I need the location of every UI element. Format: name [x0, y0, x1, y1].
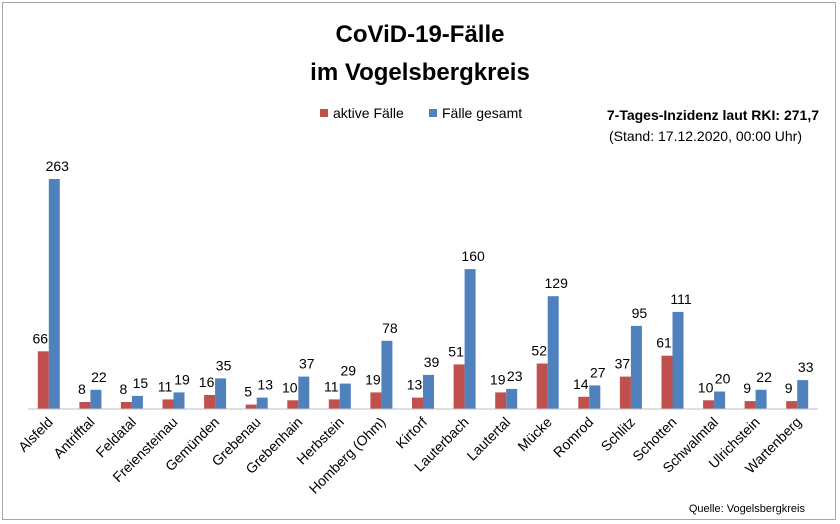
value-label-gesamt-5: 13 — [257, 377, 273, 393]
value-label-aktive-7: 11 — [324, 378, 339, 394]
bar-gesamt-7 — [339, 383, 351, 409]
bar-gesamt-5 — [256, 397, 268, 409]
bar-gesamt-9 — [423, 374, 434, 409]
value-label-gesamt-17: 22 — [756, 369, 772, 385]
value-label-aktive-8: 19 — [365, 371, 381, 387]
value-label-gesamt-13: 27 — [590, 364, 606, 380]
bar-aktive-0 — [37, 351, 49, 409]
value-label-aktive-1: 8 — [78, 381, 86, 397]
value-label-aktive-10: 51 — [448, 343, 464, 359]
value-label-aktive-5: 5 — [244, 384, 252, 400]
value-label-aktive-17: 9 — [743, 380, 751, 396]
value-label-aktive-16: 10 — [698, 379, 714, 395]
bar-aktive-6 — [287, 400, 299, 409]
bar-aktive-2 — [120, 402, 132, 409]
category-label-13: Romrod — [550, 414, 597, 461]
bar-gesamt-14 — [630, 325, 642, 409]
value-label-gesamt-11: 23 — [507, 368, 523, 384]
value-label-aktive-6: 10 — [282, 379, 298, 395]
category-labels-group: AlsfeldAntrifftalFeldatalFreiensteinauGe… — [15, 414, 804, 497]
bar-aktive-13 — [578, 396, 590, 409]
value-label-gesamt-8: 78 — [382, 320, 398, 336]
value-label-gesamt-9: 39 — [424, 354, 440, 370]
category-label-11: Lautertal — [463, 414, 513, 464]
value-label-aktive-14: 37 — [615, 356, 631, 372]
legend-label-gesamt: Fälle gesamt — [442, 105, 522, 121]
category-label-12: Mücke — [514, 414, 555, 455]
value-label-gesamt-15: 111 — [670, 291, 691, 307]
bar-gesamt-12 — [547, 296, 559, 409]
bar-aktive-15 — [661, 355, 673, 409]
value-label-gesamt-14: 95 — [632, 305, 648, 321]
bar-gesamt-8 — [381, 340, 393, 409]
value-label-gesamt-10: 160 — [461, 248, 485, 264]
category-label-8: Homberg (Ohm) — [306, 414, 389, 497]
bar-aktive-14 — [619, 376, 631, 409]
category-label-9: Kirtorf — [392, 414, 430, 452]
bar-aktive-8 — [370, 392, 382, 409]
bar-gesamt-1 — [90, 389, 102, 409]
bar-gesamt-17 — [755, 389, 767, 409]
value-label-aktive-0: 66 — [33, 330, 49, 346]
value-label-gesamt-4: 35 — [216, 357, 232, 373]
category-label-14: Schlitz — [598, 414, 638, 454]
bar-gesamt-10 — [464, 269, 476, 409]
category-label-1: Antrifftal — [50, 414, 97, 461]
value-label-aktive-18: 9 — [785, 380, 793, 396]
bar-gesamt-16 — [714, 391, 726, 409]
value-label-gesamt-1: 22 — [91, 369, 107, 385]
bar-aktive-5 — [245, 404, 257, 409]
value-label-aktive-11: 19 — [490, 371, 506, 387]
legend-swatch-gesamt — [429, 109, 437, 117]
value-label-aktive-2: 8 — [120, 381, 128, 397]
bar-aktive-1 — [79, 402, 91, 409]
bar-aktive-12 — [536, 363, 548, 409]
category-label-0: Alsfeld — [15, 414, 56, 455]
bar-gesamt-4 — [215, 378, 227, 409]
bar-gesamt-18 — [797, 380, 809, 409]
bar-gesamt-11 — [506, 388, 518, 409]
source-note: Quelle: Vogelsbergkreis — [689, 503, 806, 515]
bar-aktive-4 — [204, 395, 216, 409]
legend-label-aktive: aktive Fälle — [333, 105, 404, 121]
bar-gesamt-13 — [589, 385, 601, 409]
bar-aktive-18 — [786, 401, 798, 409]
bar-aktive-9 — [412, 397, 423, 409]
legend-swatch-aktive — [320, 109, 328, 117]
incidence-annotation: 7-Tages-Inzidenz laut RKI: 271,7 — [607, 107, 819, 123]
value-label-gesamt-0: 263 — [46, 158, 70, 174]
bar-aktive-11 — [495, 392, 507, 409]
value-label-gesamt-6: 37 — [299, 356, 315, 372]
value-label-aktive-9: 13 — [407, 377, 423, 393]
value-label-gesamt-16: 20 — [715, 371, 731, 387]
bar-gesamt-6 — [298, 376, 310, 409]
value-label-aktive-12: 52 — [531, 343, 547, 359]
value-label-gesamt-3: 19 — [174, 371, 190, 387]
bar-gesamt-2 — [131, 395, 143, 409]
value-label-gesamt-18: 33 — [798, 359, 814, 375]
bars-group — [37, 179, 809, 409]
bar-gesamt-3 — [173, 392, 185, 409]
value-label-gesamt-7: 29 — [341, 363, 357, 379]
chart-title-line-2: im Vogelsbergkreis — [310, 59, 530, 86]
bar-gesamt-15 — [672, 311, 684, 409]
bar-aktive-10 — [453, 364, 465, 409]
bar-gesamt-0 — [48, 179, 60, 409]
bar-aktive-3 — [162, 399, 174, 409]
value-label-gesamt-2: 15 — [133, 375, 149, 391]
chart-title-line-1: CoViD-19-Fälle — [336, 21, 505, 48]
stand-annotation: (Stand: 17.12.2020, 00:00 Uhr) — [609, 128, 802, 144]
value-label-aktive-3: 11 — [158, 378, 173, 394]
bar-aktive-17 — [744, 401, 756, 409]
value-label-aktive-4: 16 — [199, 374, 215, 390]
bar-aktive-16 — [703, 400, 715, 409]
legend: aktive Fälle Fälle gesamt — [320, 105, 522, 121]
bar-aktive-7 — [328, 399, 340, 409]
value-label-aktive-13: 14 — [573, 376, 589, 392]
value-label-aktive-15: 61 — [656, 335, 672, 351]
value-label-gesamt-12: 129 — [545, 275, 569, 291]
